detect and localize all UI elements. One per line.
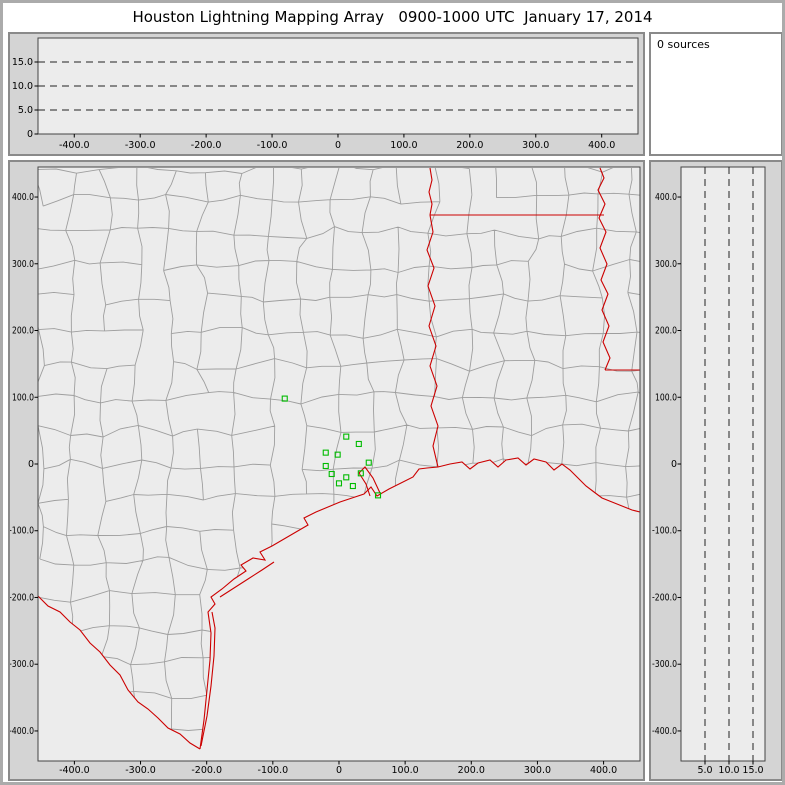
altitude-tick-label: 10.0 xyxy=(718,765,739,776)
station-marker xyxy=(374,492,382,499)
altitude-ns-plot-area[interactable] xyxy=(680,166,766,762)
ns-distance-tick-label: 0 xyxy=(28,459,34,470)
altitude-tick-label: 5.0 xyxy=(697,765,712,776)
gulf-coastline xyxy=(199,457,641,750)
altitude-tick-label: 10.0 xyxy=(12,81,33,92)
ew-distance-tick-label: 400.0 xyxy=(588,140,615,151)
station-marker xyxy=(281,395,288,402)
ew-distance-tick-label: 0 xyxy=(336,765,342,776)
altitude-tick-label: 15.0 xyxy=(742,765,763,776)
galveston-bay xyxy=(358,466,381,497)
altitude-tick-label: 5.0 xyxy=(18,105,33,116)
ns-distance-tick-label: 100.0 xyxy=(655,392,677,403)
altitude-tick-label: 0 xyxy=(27,129,33,140)
ns-distance-tick-label: -300.0 xyxy=(652,659,677,670)
ew-distance-tick-label: -100.0 xyxy=(258,765,289,776)
page-title: Houston Lightning Mapping Array 0900-100… xyxy=(132,8,653,26)
ew-distance-tick-label: -200.0 xyxy=(191,765,222,776)
ns-distance-tick-label: 100.0 xyxy=(12,392,34,403)
barrier-island xyxy=(219,561,275,598)
station-marker xyxy=(335,480,343,487)
ew-distance-tick-label: 300.0 xyxy=(522,140,549,151)
ns-distance-tick-label: 0 xyxy=(671,459,677,470)
sources-panel: 0 sources xyxy=(649,32,782,156)
ns-distance-tick-label: 300.0 xyxy=(12,259,34,270)
station-marker xyxy=(355,440,362,448)
altitude-ns-panel: 400.0 300.0 200.0 100.0 0 -100.0 -200.0 -300.0 -… xyxy=(649,160,782,781)
ns-distance-tick-label: -200.0 xyxy=(10,592,34,603)
barrier-island xyxy=(200,611,216,747)
ew-distance-tick-label: -300.0 xyxy=(125,140,156,151)
ns-distance-tick-label: 400.0 xyxy=(655,192,677,203)
station-marker xyxy=(322,449,329,456)
station-marker xyxy=(322,462,329,470)
ew-distance-tick-label: 200.0 xyxy=(456,140,483,151)
rio-grande-border xyxy=(37,595,201,750)
ns-distance-tick-label: -300.0 xyxy=(10,659,34,670)
ns-distance-tick-label: -400.0 xyxy=(10,726,34,737)
station-marker xyxy=(349,482,356,490)
ew-distance-tick-label: -100.0 xyxy=(257,140,288,151)
lma-stations xyxy=(281,395,382,499)
ns-distance-tick-label: 300.0 xyxy=(655,259,677,270)
altitude-ns-plot[interactable]: 400.0 300.0 200.0 100.0 0 -100.0 -200.0 -300.0 -… xyxy=(651,162,781,779)
map-panel: 400.0 300.0 200.0 100.0 0 -100.0 -200.0 -300.0 -… xyxy=(8,160,645,781)
station-marker xyxy=(343,433,350,440)
ew-distance-tick-label: 100.0 xyxy=(392,765,419,776)
station-marker xyxy=(328,470,335,478)
station-marker xyxy=(357,470,364,477)
altitude-ew-plot[interactable]: 15.0 10.0 5.0 0 -400.0 -300.0 -200.0 -100.0 0 100… xyxy=(10,34,643,154)
mississippi-river-border xyxy=(597,167,611,371)
ns-distance-tick-label: -100.0 xyxy=(652,526,677,537)
state-and-coast-lines xyxy=(37,167,641,750)
ew-distance-tick-label: 400.0 xyxy=(590,765,617,776)
ew-distance-tick-label: -300.0 xyxy=(125,765,156,776)
station-marker xyxy=(365,459,372,466)
ew-distance-tick-label: -200.0 xyxy=(191,140,222,151)
station-marker xyxy=(343,474,350,481)
altitude-tick-label: 15.0 xyxy=(12,57,33,68)
ns-distance-tick-label: -400.0 xyxy=(652,726,677,737)
ew-distance-tick-label: 100.0 xyxy=(390,140,417,151)
sabine-river-border xyxy=(426,214,439,468)
ew-distance-tick-label: 0 xyxy=(335,140,341,151)
map-plot[interactable]: 400.0 300.0 200.0 100.0 0 -100.0 -200.0 -300.0 -… xyxy=(10,162,643,779)
ns-distance-tick-label: -200.0 xyxy=(652,592,677,603)
ns-distance-tick-label: 200.0 xyxy=(655,326,677,337)
ns-distance-tick-label: 200.0 xyxy=(12,326,34,337)
ew-distance-tick-label: -400.0 xyxy=(59,140,90,151)
ns-distance-tick-label: -100.0 xyxy=(10,526,34,537)
sources-count-label: 0 sources xyxy=(657,38,710,51)
station-marker xyxy=(334,451,341,458)
ns-distance-tick-label: 400.0 xyxy=(12,192,34,203)
ew-distance-tick-label: 200.0 xyxy=(458,765,485,776)
state-border-vertical xyxy=(428,167,433,216)
altitude-ew-panel: 15.0 10.0 5.0 0 -400.0 -300.0 -200.0 -100.0 0 100… xyxy=(8,32,645,156)
map-plot-area[interactable] xyxy=(38,167,640,761)
ew-distance-tick-label: -400.0 xyxy=(59,765,90,776)
ew-distance-tick-label: 300.0 xyxy=(524,765,551,776)
